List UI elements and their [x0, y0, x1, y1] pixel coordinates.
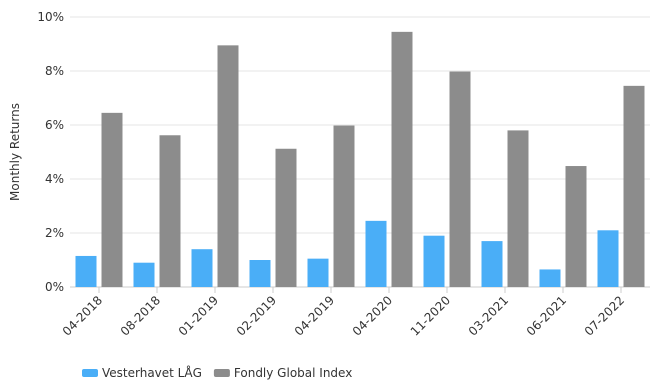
x-tick-label: 07-2022 — [582, 293, 627, 338]
y-tick-labels: 0% 2% 4% 6% 8% 10% — [37, 10, 64, 294]
x-tick-label: 08-2018 — [118, 293, 163, 338]
bar-fondly-11-2020[interactable] — [449, 71, 471, 287]
bar-vesterhavet-06-2021[interactable] — [539, 269, 561, 287]
bar-fondly-04-2019[interactable] — [333, 125, 355, 287]
x-tick-label: 06-2021 — [524, 293, 569, 338]
x-tick-label: 04-2019 — [292, 293, 337, 338]
bar-vesterhavet-04-2020[interactable] — [365, 220, 387, 287]
y-tick-label: 6% — [45, 118, 64, 132]
bar-vesterhavet-03-2021[interactable] — [481, 241, 503, 287]
bar-fondly-01-2019[interactable] — [217, 45, 239, 287]
y-tick-label: 0% — [45, 280, 64, 294]
bar-vesterhavet-04-2019[interactable] — [307, 258, 329, 287]
x-tick-label: 02-2019 — [234, 293, 279, 338]
bar-fondly-04-2020[interactable] — [391, 31, 413, 287]
bars — [75, 31, 645, 287]
bar-vesterhavet-04-2018[interactable] — [75, 255, 97, 287]
bar-vesterhavet-07-2022[interactable] — [597, 230, 619, 287]
legend[interactable]: Vesterhavet LÅG Fondly Global Index — [82, 365, 352, 380]
y-tick-label: 10% — [37, 10, 64, 24]
bar-fondly-07-2022[interactable] — [623, 85, 645, 287]
legend-item-fondly[interactable]: Fondly Global Index — [213, 366, 352, 380]
legend-label: Vesterhavet LÅG — [102, 365, 202, 380]
x-tick-label: 01-2019 — [176, 293, 221, 338]
x-tick-label: 03-2021 — [466, 293, 511, 338]
bar-fondly-06-2021[interactable] — [565, 166, 587, 287]
x-tick-label: 04-2020 — [350, 293, 395, 338]
legend-item-vesterhavet[interactable]: Vesterhavet LÅG — [82, 365, 202, 380]
y-tick-label: 4% — [45, 172, 64, 186]
x-tick-label: 11-2020 — [408, 293, 453, 338]
y-tick-label: 2% — [45, 226, 64, 240]
bar-vesterhavet-01-2019[interactable] — [191, 249, 213, 287]
legend-swatch — [82, 369, 98, 377]
bar-vesterhavet-11-2020[interactable] — [423, 235, 445, 287]
bar-vesterhavet-08-2018[interactable] — [133, 262, 155, 287]
legend-label: Fondly Global Index — [234, 366, 352, 380]
bar-fondly-08-2018[interactable] — [159, 135, 181, 287]
bar-fondly-04-2018[interactable] — [101, 112, 123, 287]
y-axis-title: Monthly Returns — [8, 103, 22, 201]
bar-vesterhavet-02-2019[interactable] — [249, 260, 271, 287]
legend-swatch — [213, 369, 230, 377]
gridlines — [70, 16, 650, 288]
x-tick-labels: 04-2018 08-2018 01-2019 02-2019 04-2019 04-20… — [60, 287, 627, 339]
bar-fondly-03-2021[interactable] — [507, 130, 529, 287]
y-tick-label: 8% — [45, 64, 64, 78]
x-tick-label: 04-2018 — [60, 293, 105, 338]
bar-fondly-02-2019[interactable] — [275, 148, 297, 287]
